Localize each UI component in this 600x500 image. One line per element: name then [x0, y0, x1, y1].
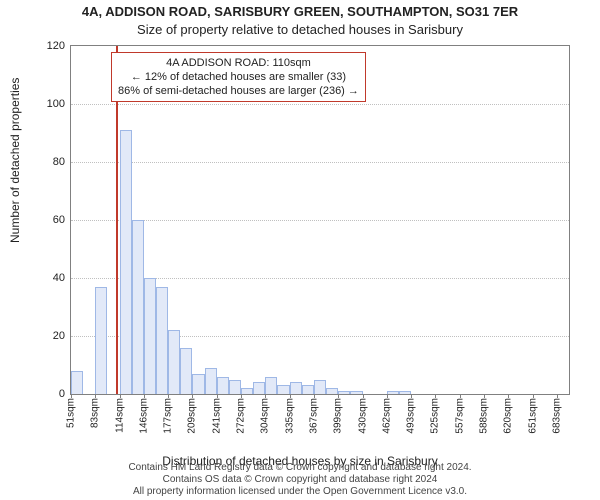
histogram-bar — [265, 377, 277, 394]
histogram-bar — [95, 287, 107, 394]
histogram-bar — [399, 391, 411, 394]
gridline — [71, 162, 569, 163]
annotation-line: ← 12% of detached houses are smaller (33… — [118, 70, 359, 84]
x-tick-label: 525sqm — [430, 398, 441, 434]
annotation-line: 4A ADDISON ROAD: 110sqm — [118, 56, 359, 70]
y-tick-label: 0 — [59, 388, 65, 400]
y-tick-label: 80 — [53, 156, 65, 168]
x-tick-label: 430sqm — [357, 398, 368, 434]
x-tick-label: 114sqm — [114, 398, 125, 433]
histogram-plot: 02040608010012051sqm83sqm114sqm146sqm177… — [70, 45, 570, 395]
gridline — [71, 220, 569, 221]
x-tick-label: 209sqm — [187, 398, 198, 434]
copyright-line: Contains HM Land Registry data © Crown c… — [0, 462, 600, 474]
histogram-bar — [290, 382, 302, 394]
x-tick-label: 241sqm — [211, 398, 222, 434]
x-tick-label: 83sqm — [90, 398, 101, 428]
histogram-bar — [253, 382, 265, 394]
x-tick-label: 683sqm — [551, 398, 562, 434]
x-tick-label: 651sqm — [527, 398, 538, 434]
histogram-bar — [302, 385, 314, 394]
x-tick-label: 304sqm — [260, 398, 271, 434]
x-tick-label: 557sqm — [454, 398, 465, 434]
histogram-bar — [326, 388, 338, 394]
x-tick-label: 367sqm — [308, 398, 319, 434]
histogram-bar — [132, 220, 144, 394]
gridline — [71, 104, 569, 105]
histogram-bar — [71, 371, 83, 394]
histogram-bar — [229, 380, 241, 395]
x-tick-label: 335sqm — [284, 398, 295, 434]
x-tick-label: 177sqm — [163, 398, 174, 434]
y-tick-label: 100 — [47, 98, 65, 110]
histogram-bar — [350, 391, 362, 394]
histogram-bar — [180, 348, 192, 394]
x-tick-label: 146sqm — [138, 398, 149, 434]
x-tick-label: 399sqm — [333, 398, 344, 434]
histogram-bar — [144, 278, 156, 394]
copyright-block: Contains HM Land Registry data © Crown c… — [0, 462, 600, 498]
annotation-box: 4A ADDISON ROAD: 110sqm← 12% of detached… — [111, 52, 366, 102]
title-address: 4A, ADDISON ROAD, SARISBURY GREEN, SOUTH… — [0, 4, 600, 19]
histogram-bar — [387, 391, 399, 394]
histogram-bar — [241, 388, 253, 394]
y-tick-label: 40 — [53, 272, 65, 284]
histogram-bar — [205, 368, 217, 394]
histogram-bar — [120, 130, 132, 394]
histogram-bar — [168, 330, 180, 394]
y-axis-label: Number of detached properties — [8, 78, 22, 243]
histogram-bar — [192, 374, 204, 394]
copyright-line: All property information licensed under … — [0, 486, 600, 498]
x-tick-label: 272sqm — [236, 398, 247, 434]
y-tick-label: 60 — [53, 214, 65, 226]
x-tick-label: 462sqm — [381, 398, 392, 434]
x-tick-label: 588sqm — [478, 398, 489, 434]
histogram-bar — [156, 287, 168, 394]
histogram-bar — [338, 391, 350, 394]
title-subtitle: Size of property relative to detached ho… — [0, 22, 600, 37]
histogram-bar — [277, 385, 289, 394]
y-tick-label: 20 — [53, 330, 65, 342]
y-tick-label: 120 — [47, 40, 65, 52]
x-tick-label: 51sqm — [66, 398, 77, 428]
x-tick-label: 620sqm — [503, 398, 514, 434]
annotation-line: 86% of semi-detached houses are larger (… — [118, 84, 359, 98]
histogram-bar — [314, 380, 326, 395]
histogram-bar — [217, 377, 229, 394]
x-tick-label: 493sqm — [406, 398, 417, 434]
copyright-line: Contains OS data © Crown copyright and d… — [0, 474, 600, 486]
